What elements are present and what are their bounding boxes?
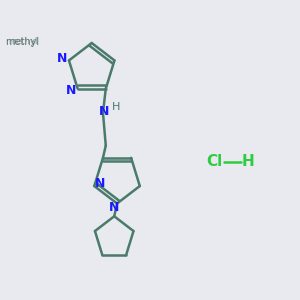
Text: N: N	[57, 52, 67, 65]
Text: N: N	[99, 105, 110, 118]
Text: N: N	[66, 84, 76, 97]
Text: H: H	[242, 154, 254, 169]
Text: N: N	[95, 177, 105, 190]
Text: methyl: methyl	[5, 37, 39, 47]
Text: H: H	[111, 103, 120, 112]
Text: methyl: methyl	[9, 37, 38, 46]
Text: Cl: Cl	[206, 154, 222, 169]
Text: N: N	[109, 202, 119, 214]
